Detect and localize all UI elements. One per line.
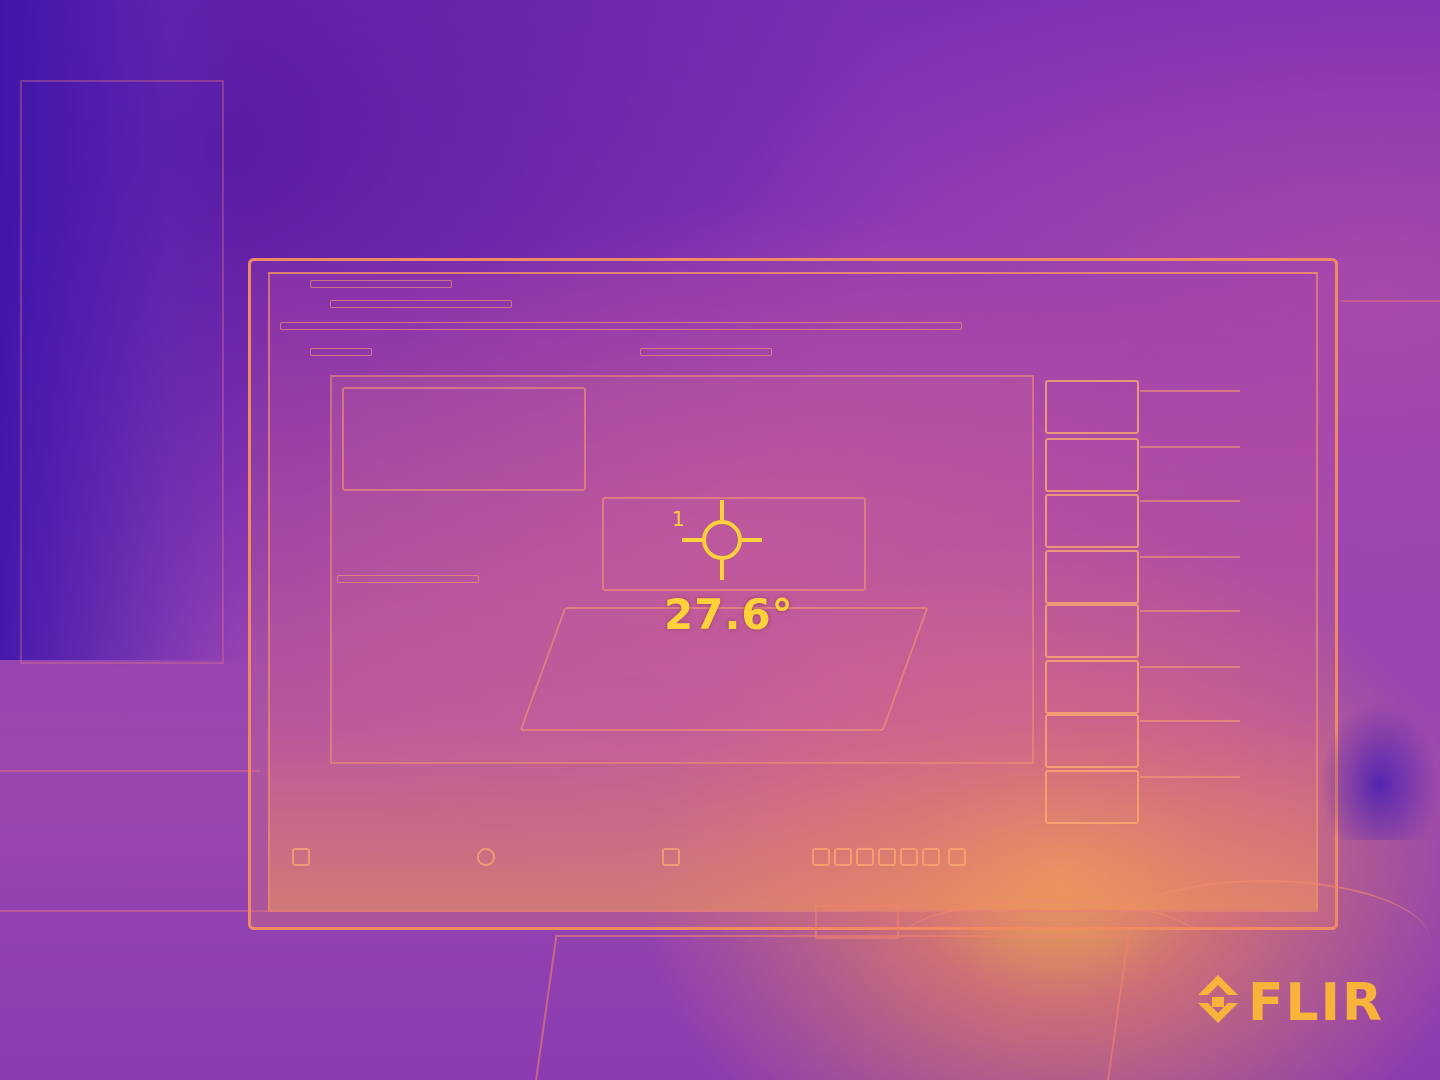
browser-tab-bar xyxy=(310,280,452,288)
search-bar xyxy=(640,348,772,356)
search-icon xyxy=(477,848,495,866)
recommendation-thumbnail xyxy=(1045,660,1139,714)
recommendation-thumbnail xyxy=(1045,494,1139,548)
recommendation-title xyxy=(1140,776,1240,782)
taskbar-app-icon xyxy=(856,848,874,866)
recommendation-title xyxy=(1140,500,1240,506)
browser-address-bar xyxy=(330,300,512,308)
recommendation-thumbnail xyxy=(1045,550,1139,604)
desk-edge xyxy=(1340,300,1440,302)
page-header xyxy=(310,348,372,356)
taskbar-app-icon xyxy=(922,848,940,866)
desk-device xyxy=(1320,700,1440,840)
taskbar-app-icon xyxy=(900,848,918,866)
taskbar-app-icon xyxy=(948,848,966,866)
recommendation-thumbnail xyxy=(1045,380,1139,434)
monitor-stand-neck xyxy=(815,905,899,939)
flir-logo: FLIR xyxy=(1196,968,1396,1038)
taskbar-app-icon xyxy=(834,848,852,866)
taskbar xyxy=(282,848,1282,872)
flir-logo-text: FLIR xyxy=(1248,973,1384,1033)
recommendation-title xyxy=(1140,446,1240,452)
background-panel xyxy=(20,80,224,664)
recommendation-thumbnail xyxy=(1045,604,1139,658)
recommendation-title xyxy=(1140,390,1240,396)
measurement-spot-index: 1 xyxy=(672,507,685,531)
temperature-readout: 27.6° xyxy=(664,590,794,639)
taskbar-app-icon xyxy=(662,848,680,866)
flir-logo-mark-icon xyxy=(1196,973,1240,1033)
video-frame-object xyxy=(342,387,586,491)
video-caption xyxy=(337,575,479,583)
recommendation-title xyxy=(1140,556,1240,562)
recommendation-thumbnail xyxy=(1045,438,1139,492)
recommendation-thumbnail xyxy=(1045,770,1139,824)
taskbar-app-icon xyxy=(878,848,896,866)
recommendation-thumbnail xyxy=(1045,714,1139,768)
recommendation-title xyxy=(1140,666,1240,672)
desk-edge xyxy=(0,770,260,772)
start-icon xyxy=(292,848,310,866)
bookmarks-bar xyxy=(280,322,962,330)
recommendation-title xyxy=(1140,610,1240,616)
taskbar-app-icon xyxy=(812,848,830,866)
recommendation-title xyxy=(1140,720,1240,726)
crosshair-reticle-icon xyxy=(682,500,762,580)
